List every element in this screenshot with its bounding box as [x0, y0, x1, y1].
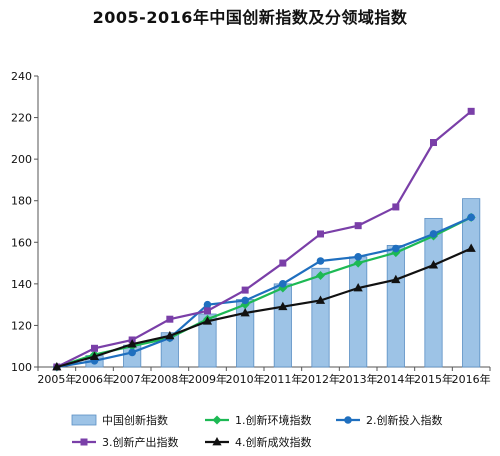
series-point [317, 230, 324, 238]
series-point [165, 330, 175, 340]
bar [349, 256, 368, 368]
y-tick-label: 160 [11, 236, 32, 249]
y-tick-label: 120 [11, 319, 32, 332]
legend-bar-swatch [71, 414, 97, 426]
legend-marker [80, 438, 88, 446]
series-point [241, 296, 249, 305]
legend-marker [344, 416, 352, 424]
legend-item: 1.创新环境指数 [205, 413, 312, 427]
bar [386, 245, 405, 368]
series-point [203, 300, 212, 309]
chart-title: 2005-2016年中国创新指数及分领域指数 [92, 8, 408, 27]
legend-label: 4.创新成效指数 [235, 435, 312, 449]
bar [273, 283, 292, 368]
series-point [91, 344, 98, 352]
legend-item: 3.创新产出指数 [72, 435, 179, 449]
x-tick-label: 2005年 [37, 372, 76, 386]
series-point [278, 301, 288, 311]
series-point [354, 222, 362, 230]
series-point [392, 244, 400, 253]
legend-label: 3.创新产出指数 [102, 435, 179, 449]
series-point [127, 339, 137, 348]
series-line [56, 247, 472, 369]
x-tick-label: 2010年 [226, 372, 265, 386]
series-point [392, 203, 400, 211]
series-point [353, 283, 363, 292]
legend-label: 1.创新环境指数 [235, 413, 312, 427]
series-line [56, 216, 472, 369]
series-point [241, 286, 249, 294]
series-point [467, 107, 475, 115]
series-line [56, 110, 472, 368]
series-point [52, 362, 62, 371]
series-point [89, 351, 100, 361]
series-point [202, 316, 213, 325]
x-tick-label: 2006年 [75, 372, 114, 386]
series-point [466, 243, 476, 252]
bar [462, 198, 481, 368]
series-point [279, 259, 287, 267]
legend-label: 中国创新指数 [102, 413, 168, 427]
series-point [279, 280, 287, 288]
legend-item: 4.创新成效指数 [205, 435, 312, 449]
series-point [467, 213, 475, 222]
legend-marker [212, 415, 222, 425]
x-tick-label: 2014年 [376, 372, 415, 386]
y-tick-label: 140 [11, 278, 32, 291]
series-point [166, 315, 174, 323]
bar [424, 217, 443, 368]
plot-area: 1001201401601802002202402005年2006年2007年2… [11, 70, 491, 386]
x-tick-label: 2016年 [452, 372, 491, 386]
series-point [428, 260, 439, 269]
x-tick-label: 2009年 [188, 372, 227, 386]
series-point [391, 274, 401, 284]
bar [311, 267, 330, 368]
x-tick-label: 2012年 [301, 372, 340, 386]
y-tick-label: 100 [11, 361, 32, 374]
series-point [354, 253, 362, 261]
y-tick-label: 180 [11, 195, 32, 208]
x-tick-label: 2015年 [414, 372, 453, 386]
series-point [128, 348, 136, 357]
legend-label: 2.创新投入指数 [366, 413, 443, 427]
legend: 中国创新指数 1.创新环境指数 2.创新投入指数 3.创新产出指数 4.创新成效指数 [71, 413, 443, 449]
y-tick-label: 200 [11, 153, 32, 166]
series-point [240, 307, 250, 317]
series-point [204, 307, 211, 315]
series-point [353, 258, 363, 268]
legend-marker [212, 437, 222, 446]
series-point [316, 271, 325, 281]
y-tick-label: 220 [11, 112, 32, 125]
series-line [56, 216, 472, 369]
series-point [429, 230, 438, 238]
legend-item: 2.创新投入指数 [336, 413, 443, 427]
y-tick-label: 240 [11, 70, 32, 83]
series-point [430, 139, 437, 147]
x-tick-label: 2007年 [113, 372, 152, 386]
series-point [316, 257, 325, 265]
x-tick-label: 2013年 [339, 372, 378, 386]
series-point [315, 295, 326, 304]
x-tick-label: 2008年 [150, 372, 189, 386]
legend-item: 中国创新指数 [71, 413, 168, 427]
x-tick-label: 2011年 [263, 372, 302, 386]
